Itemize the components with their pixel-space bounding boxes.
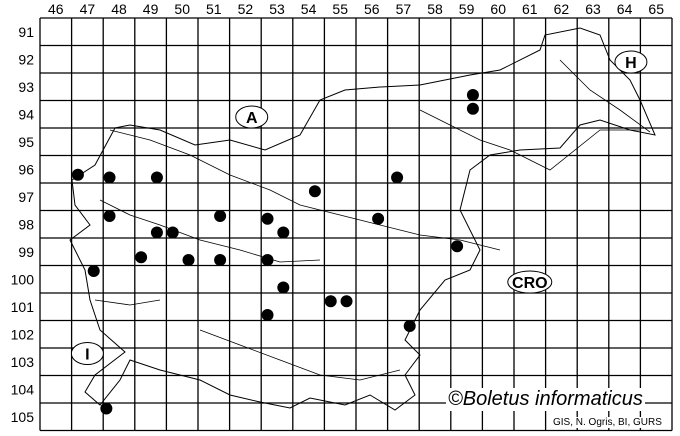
row-label: 105 <box>11 409 35 425</box>
row-label: 97 <box>18 189 34 205</box>
row-label: 93 <box>18 79 34 95</box>
column-label: 48 <box>111 1 127 17</box>
column-label: 63 <box>585 1 601 17</box>
river <box>94 299 161 306</box>
record-dot <box>100 402 113 415</box>
copyright-credit: ©Boletus informaticus <box>446 388 645 411</box>
column-label: 61 <box>522 1 538 17</box>
column-label: 58 <box>427 1 443 17</box>
record-dot <box>103 210 116 222</box>
row-label: 91 <box>18 24 34 40</box>
record-dot <box>451 240 464 253</box>
column-label: 60 <box>490 1 506 17</box>
row-label: 92 <box>18 51 34 67</box>
column-label: 55 <box>332 1 348 17</box>
record-dot <box>308 185 321 198</box>
record-dot <box>261 309 274 321</box>
record-dot <box>103 171 116 184</box>
column-label: 65 <box>648 1 664 17</box>
record-dot <box>466 89 479 101</box>
row-label: 94 <box>18 106 34 122</box>
data-source: GIS, N. Ogris, BI, GURS <box>551 417 664 428</box>
country-label: A <box>246 110 258 127</box>
record-dot <box>372 212 385 225</box>
row-label: 95 <box>18 134 34 150</box>
record-dot <box>135 251 148 264</box>
country-label-oval <box>507 270 553 294</box>
river <box>419 109 640 171</box>
column-label: 50 <box>174 1 190 17</box>
country-label-oval <box>70 342 104 365</box>
record-dot <box>150 226 163 239</box>
row-label: 102 <box>11 326 35 342</box>
column-label: 54 <box>301 1 317 17</box>
row-label: 98 <box>18 216 34 232</box>
country-label-oval <box>235 105 269 129</box>
column-label: 64 <box>617 1 633 17</box>
country-label: CRO <box>512 275 548 292</box>
record-dot <box>87 265 100 277</box>
river <box>109 129 501 251</box>
column-label: 47 <box>80 1 96 17</box>
country-label-oval <box>614 50 648 74</box>
record-dot <box>340 295 353 308</box>
country-label: H <box>625 55 637 72</box>
record-dot <box>150 171 163 184</box>
column-label: 52 <box>238 1 254 17</box>
country-label: I <box>85 347 89 364</box>
row-label: 100 <box>11 271 35 287</box>
row-label: 96 <box>18 161 34 177</box>
row-label: 103 <box>11 354 35 370</box>
column-label: 56 <box>364 1 380 17</box>
column-label: 62 <box>554 1 570 17</box>
column-label: 53 <box>269 1 285 17</box>
record-dot <box>182 254 195 266</box>
river <box>199 329 401 381</box>
row-label: 104 <box>11 381 35 397</box>
record-dot <box>214 254 227 266</box>
record-dot <box>261 212 274 225</box>
record-dot <box>277 226 290 239</box>
record-dot <box>391 171 404 184</box>
river <box>99 199 321 263</box>
column-label: 49 <box>143 1 159 17</box>
row-label: 101 <box>11 299 35 315</box>
record-dot <box>71 168 84 181</box>
record-dot <box>466 102 479 115</box>
column-label: 59 <box>459 1 475 17</box>
column-label: 46 <box>48 1 64 17</box>
row-label: 99 <box>18 244 34 260</box>
column-label: 51 <box>206 1 222 17</box>
country-border <box>69 27 656 411</box>
column-label: 57 <box>396 1 412 17</box>
record-dot <box>324 295 337 308</box>
record-dot <box>261 254 274 266</box>
record-dot <box>277 281 290 294</box>
record-dot <box>214 210 227 222</box>
record-dot <box>403 320 416 332</box>
record-dot <box>166 226 179 239</box>
